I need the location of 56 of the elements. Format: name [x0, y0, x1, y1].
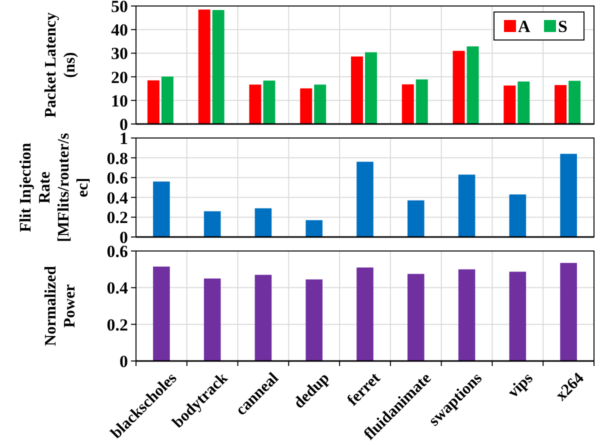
bar [204, 211, 221, 237]
bar [351, 56, 363, 124]
bar [416, 79, 428, 124]
bar [314, 84, 326, 124]
x-tick-label: vips [504, 370, 536, 402]
y-tick-label: 0.4 [106, 188, 128, 208]
legend-label: S [558, 16, 568, 36]
y-tick-label: 0 [120, 352, 128, 371]
bar [254, 274, 272, 361]
bar [402, 84, 414, 124]
legend-label: A [518, 16, 531, 36]
bar [504, 86, 516, 124]
bar [560, 154, 577, 237]
bar [153, 182, 170, 237]
bar [204, 278, 221, 361]
y-tick-label: 20 [111, 68, 128, 87]
bar [249, 84, 262, 124]
bar [212, 10, 224, 124]
bar [509, 194, 526, 237]
bar [306, 279, 323, 361]
bar [458, 174, 476, 237]
bar [458, 269, 476, 361]
y-tick-label: 0.8 [106, 148, 128, 168]
y-tick-label: 0.4 [106, 278, 128, 298]
bar [356, 162, 374, 237]
y-axis-title: Flit Injection Rate [MFlits/router/sec] [18, 132, 92, 242]
y-tick-label: 0 [120, 228, 128, 247]
y-tick-label: 0.6 [106, 168, 128, 188]
y-tick-label: 30 [111, 44, 128, 64]
bar [568, 80, 581, 124]
y-tick-label: 0.2 [106, 208, 128, 228]
bar [198, 10, 210, 124]
bar [263, 80, 276, 124]
y-tick-label: 0.2 [106, 315, 128, 334]
bar [407, 200, 424, 237]
bar [147, 80, 160, 124]
bar [466, 46, 479, 124]
bar [407, 274, 424, 361]
bar [161, 76, 174, 124]
bar [356, 268, 374, 361]
bar [300, 88, 312, 124]
y-tick-label: 50 [111, 0, 128, 16]
bar [254, 208, 272, 237]
y-tick-label: 40 [111, 20, 128, 40]
y-axis-title: Packet Latency (ns) [42, 12, 78, 118]
bar [306, 220, 323, 237]
bar [452, 50, 465, 124]
bar [560, 262, 577, 361]
y-axis-title: Normalized Power [42, 266, 78, 346]
y-tick-label: 0 [120, 114, 128, 134]
bar [153, 266, 170, 361]
bar [509, 272, 526, 361]
y-tick-label: 10 [111, 91, 128, 110]
bar [554, 85, 567, 124]
bar [518, 82, 530, 124]
bar [365, 52, 377, 124]
